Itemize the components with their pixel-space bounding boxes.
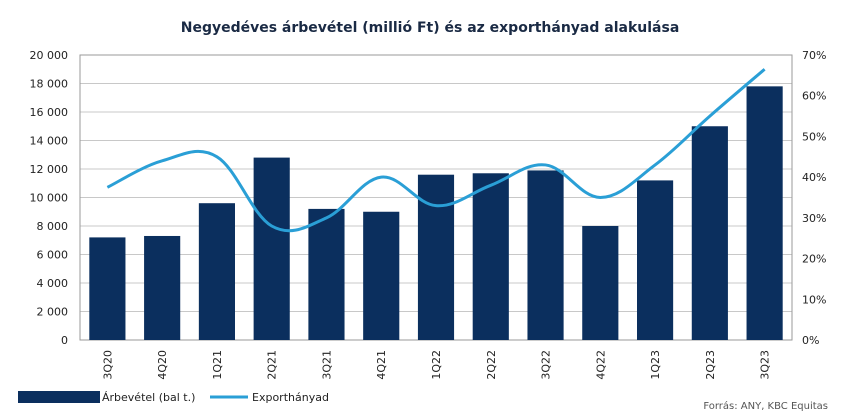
legend-swatch-bar (18, 391, 100, 403)
right-tick-label: 40% (802, 171, 826, 184)
right-tick-label: 60% (802, 90, 826, 103)
x-tick-label: 2Q23 (704, 350, 717, 380)
legend-label-bar: Árbevétel (bal t.) (102, 391, 195, 404)
x-tick-label: 3Q22 (540, 350, 553, 380)
legend: Árbevétel (bal t.) Exporthányad (18, 391, 329, 404)
bar-4Q20 (144, 235, 181, 340)
bar-2Q23 (691, 126, 728, 340)
x-tick-label: 1Q23 (649, 350, 662, 380)
bar-3Q23 (746, 86, 783, 340)
x-tick-label: 3Q20 (101, 350, 114, 380)
bar-2Q22 (472, 173, 509, 340)
x-tick-label: 1Q22 (430, 350, 443, 380)
left-tick-label: 0 (61, 334, 68, 347)
legend-label-line: Exporthányad (252, 391, 329, 404)
bar-series (89, 86, 783, 340)
left-tick-label: 2 000 (37, 306, 69, 319)
bar-1Q21 (198, 203, 235, 340)
right-tick-label: 10% (802, 293, 826, 306)
left-tick-label: 18 000 (30, 78, 69, 91)
right-tick-label: 70% (802, 49, 826, 62)
x-tick-label: 4Q21 (375, 350, 388, 380)
left-tick-label: 8 000 (37, 220, 69, 233)
source-note: Forrás: ANY, KBC Equitas (703, 400, 828, 412)
bar-1Q23 (637, 180, 674, 340)
left-tick-label: 12 000 (30, 163, 69, 176)
right-axis: 0% 10% 20% 30% 40% 50% 60% 70% (802, 49, 826, 347)
left-tick-label: 4 000 (37, 277, 69, 290)
x-tick-label: 4Q22 (594, 350, 607, 380)
bar-4Q22 (582, 226, 619, 340)
bar-2Q21 (253, 157, 290, 340)
bar-3Q21 (308, 208, 345, 340)
chart-title: Negyedéves árbevétel (millió Ft) és az e… (181, 20, 680, 36)
left-axis: 0 2 000 4 000 6 000 8 000 10 000 12 000 14 000 1… (30, 49, 69, 347)
right-tick-label: 0% (802, 334, 819, 347)
bar-3Q22 (527, 170, 564, 340)
bar-4Q21 (363, 211, 400, 340)
x-tick-label: 4Q20 (156, 350, 169, 380)
x-tick-label: 2Q21 (266, 350, 279, 380)
x-tick-label: 3Q21 (320, 350, 333, 380)
left-tick-label: 16 000 (30, 106, 69, 119)
left-tick-label: 10 000 (30, 192, 69, 205)
x-axis: 3Q20 4Q20 1Q21 2Q21 3Q21 4Q21 1Q22 2Q22 3Q22 4Q22… (101, 350, 771, 380)
left-tick-label: 14 000 (30, 135, 69, 148)
bar-3Q20 (89, 237, 126, 340)
x-tick-label: 1Q21 (211, 350, 224, 380)
right-tick-label: 50% (802, 130, 826, 143)
left-tick-label: 20 000 (30, 49, 69, 62)
right-tick-label: 20% (802, 253, 826, 266)
left-tick-label: 6 000 (37, 249, 69, 262)
right-tick-label: 30% (802, 212, 826, 225)
x-tick-label: 3Q23 (759, 350, 772, 380)
x-tick-label: 2Q22 (485, 350, 498, 380)
line-series (106, 68, 766, 233)
